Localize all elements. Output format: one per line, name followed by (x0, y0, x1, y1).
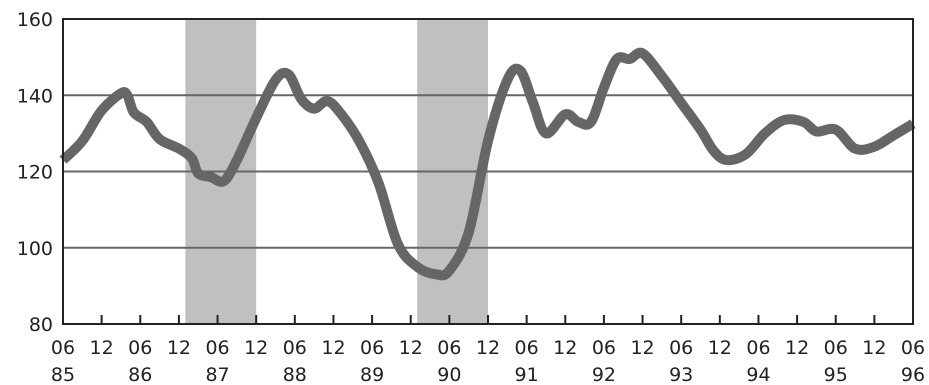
x-tick-label: 12 (399, 337, 423, 359)
x-tick-label: 12 (90, 337, 114, 359)
x-tick-label: 12 (553, 337, 577, 359)
y-axis: 80 100 120 140 160 (17, 9, 53, 336)
x-tick-label: 06 (669, 337, 693, 359)
x-tick-label: 06 (205, 337, 229, 359)
x-tick-label: 12 (862, 337, 886, 359)
x-tick-label: 06 (824, 337, 848, 359)
series-layer (59, 47, 916, 281)
x-tick-label: 06 (360, 337, 384, 359)
x-tick-label: 06 (283, 337, 307, 359)
x-axis: 06 12 06 12 06 12 06 12 06 12 06 12 06 12 06 12 06 12 06 12… (51, 315, 925, 385)
x-year-label: 93 (669, 364, 693, 385)
x-tick-label: 12 (476, 337, 500, 359)
x-year-label: 88 (283, 364, 307, 385)
x-tick-label: 12 (167, 337, 191, 359)
y-tick-label: 100 (17, 238, 53, 260)
x-tick-label: 06 (901, 337, 925, 359)
x-year-label: 87 (205, 364, 229, 385)
x-year-label: 96 (901, 364, 925, 385)
y-tick-label: 120 (17, 162, 53, 184)
x-tick-label: 06 (515, 337, 539, 359)
x-year-label: 85 (51, 364, 75, 385)
x-year-label: 91 (515, 364, 539, 385)
x-tick-label: 12 (708, 337, 732, 359)
x-tick-label: 12 (630, 337, 654, 359)
x-tick-label: 12 (785, 337, 809, 359)
x-year-label: 89 (360, 364, 384, 385)
x-tick-label: 06 (51, 337, 75, 359)
x-year-label: 92 (592, 364, 616, 385)
y-tick-label: 80 (29, 314, 53, 336)
x-tick-label: 06 (128, 337, 152, 359)
x-tick-label: 06 (746, 337, 770, 359)
x-tick-label: 06 (437, 337, 461, 359)
x-tick-label: 06 (592, 337, 616, 359)
series-line-0 (59, 47, 916, 281)
y-tick-label: 160 (17, 9, 53, 31)
y-tick-label: 140 (17, 85, 53, 107)
x-year-label: 94 (746, 364, 770, 385)
x-year-label: 86 (128, 364, 152, 385)
x-tick-label: 12 (321, 337, 345, 359)
x-year-label: 90 (437, 364, 461, 385)
x-year-label: 95 (824, 364, 848, 385)
x-tick-label: 12 (244, 337, 268, 359)
